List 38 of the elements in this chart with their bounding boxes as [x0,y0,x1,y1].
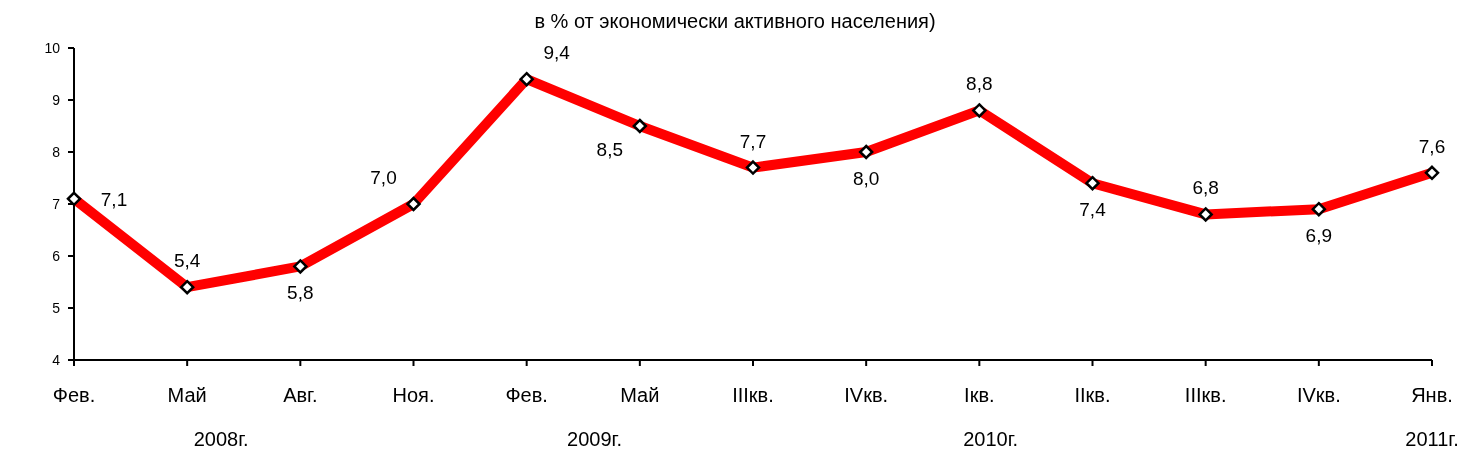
data-label: 7,7 [739,130,767,152]
x-tick-label: IVкв. [844,384,889,406]
data-label: 7,6 [1418,135,1446,157]
data-label: 5,8 [287,282,314,304]
x-tick-label: Янв. [1411,384,1453,406]
data-label: 7,0 [370,167,397,188]
chart-title: в % от экономически активного населения) [534,10,936,32]
x-tick-label: IIIкв. [1184,384,1227,406]
y-tick-label: 5 [52,300,61,316]
data-label: 5,4 [173,250,201,272]
x-tick-label: Май [620,384,660,406]
x-tick-label: Авг. [283,384,318,406]
text: 2009г. [567,428,623,450]
x-tick-label: Фев. [52,384,96,406]
text: 2008г. [193,428,249,450]
x-tick-label: IIкв. [1074,384,1111,406]
x-tick-label: IVкв. [1296,384,1341,406]
x-tick-label: IIIкв. [732,384,774,406]
x-tick-label: Iкв. [964,384,995,406]
text: 2010г. [963,428,1019,450]
data-label: 6,8 [1192,177,1219,199]
data-label: 8,5 [596,139,624,160]
data-label: 6,9 [1305,225,1333,247]
y-tick-label: 7 [52,196,61,212]
x-tick-label: Май [167,384,207,406]
data-label: 7,4 [1079,199,1107,221]
data-label: 9,4 [543,42,571,64]
data-label: 8,0 [852,168,880,189]
y-tick-label: 4 [52,352,61,368]
data-label: 8,8 [966,73,993,95]
y-tick-label: 8 [52,144,61,160]
y-tick-label: 10 [44,40,61,56]
x-tick-label: Ноя. [392,384,435,406]
x-tick-label: Фев. [505,384,548,406]
data-label: 7,1 [100,188,128,210]
text: 2011г. [1405,428,1459,450]
y-tick-label: 6 [52,248,61,264]
y-tick-label: 9 [52,92,61,108]
